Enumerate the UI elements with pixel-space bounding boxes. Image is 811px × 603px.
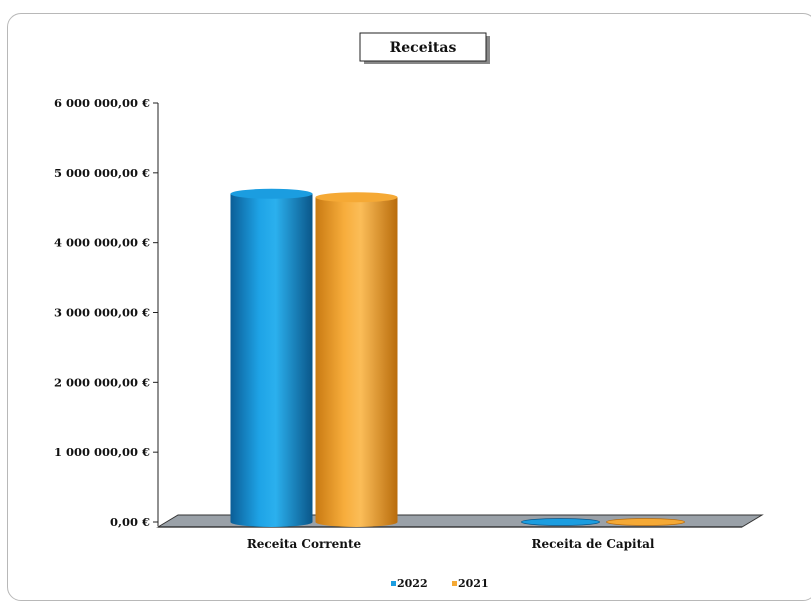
category-label: Receita de Capital <box>532 537 655 551</box>
y-tick-label: 6 000 000,00 € <box>54 96 150 110</box>
legend: 2022 2021 <box>391 577 489 590</box>
y-tick-label: 3 000 000,00 € <box>54 306 150 320</box>
bar-disk <box>606 518 685 526</box>
bar-body <box>315 197 398 527</box>
bar-2022-1 <box>521 518 600 526</box>
bar-body <box>230 193 313 528</box>
y-tick-label: 4 000 000,00 € <box>54 236 150 250</box>
x-axis: Receita Corrente Receita de Capital <box>247 537 655 551</box>
bar-disk <box>521 518 600 526</box>
bar-top <box>315 192 398 203</box>
legend-label: 2022 <box>397 577 428 590</box>
y-tick-label: 2 000 000,00 € <box>54 375 150 389</box>
y-axis: 0,00 € 1 000 000,00 € 2 000 000,00 € 3 000 … <box>54 96 159 529</box>
legend-label: 2021 <box>458 577 489 590</box>
chart-title-box: Receitas <box>359 32 490 64</box>
chart-title: Receitas <box>390 40 457 56</box>
bars <box>230 188 685 528</box>
category-label: Receita Corrente <box>247 537 362 551</box>
y-tick-label: 0,00 € <box>110 515 150 529</box>
chart-frame <box>7 13 811 601</box>
bar-2022-0 <box>230 188 313 528</box>
legend-swatch <box>391 581 396 586</box>
bar-2021-1 <box>606 518 685 526</box>
bar-top <box>230 188 313 199</box>
bar-2021-0 <box>315 192 398 527</box>
y-tick-label: 5 000 000,00 € <box>54 166 150 180</box>
legend-swatch <box>452 581 457 586</box>
y-tick-label: 1 000 000,00 € <box>54 445 150 459</box>
